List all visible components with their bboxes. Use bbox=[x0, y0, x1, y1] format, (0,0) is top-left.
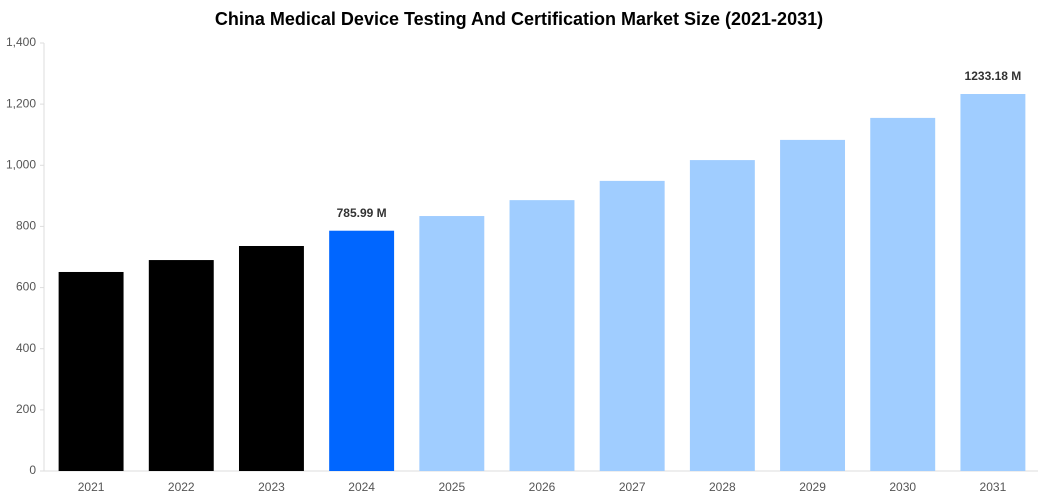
x-tick-label: 2025 bbox=[438, 480, 465, 494]
y-tick-label: 800 bbox=[16, 219, 36, 233]
bar bbox=[238, 245, 304, 471]
bar bbox=[599, 180, 665, 471]
bar bbox=[509, 200, 575, 471]
y-tick-label: 600 bbox=[16, 280, 36, 294]
x-tick-label: 2031 bbox=[980, 480, 1007, 494]
bar bbox=[689, 160, 755, 472]
value-label: 1233.18 M bbox=[965, 69, 1022, 83]
x-tick-label: 2021 bbox=[78, 480, 105, 494]
bar bbox=[329, 230, 395, 471]
y-tick-label: 1,200 bbox=[6, 96, 36, 110]
x-tick-label: 2026 bbox=[529, 480, 556, 494]
y-tick-label: 200 bbox=[16, 402, 36, 416]
bar bbox=[148, 260, 214, 471]
y-tick-label: 400 bbox=[16, 341, 36, 355]
x-tick-label: 2023 bbox=[258, 480, 285, 494]
x-tick-label: 2027 bbox=[619, 480, 646, 494]
bar bbox=[960, 93, 1026, 471]
x-tick-label: 2024 bbox=[348, 480, 375, 494]
y-tick-label: 0 bbox=[29, 463, 36, 477]
x-tick-label: 2022 bbox=[168, 480, 195, 494]
value-label: 785.99 M bbox=[337, 206, 387, 220]
x-tick-label: 2028 bbox=[709, 480, 736, 494]
bar bbox=[870, 117, 936, 472]
chart-title: China Medical Device Testing And Certifi… bbox=[215, 9, 823, 29]
x-tick-label: 2030 bbox=[889, 480, 916, 494]
y-tick-label: 1,400 bbox=[6, 35, 36, 49]
bar bbox=[780, 139, 846, 471]
bar bbox=[419, 216, 485, 471]
bar bbox=[58, 271, 124, 471]
y-tick-label: 1,000 bbox=[6, 157, 36, 171]
x-tick-label: 2029 bbox=[799, 480, 826, 494]
